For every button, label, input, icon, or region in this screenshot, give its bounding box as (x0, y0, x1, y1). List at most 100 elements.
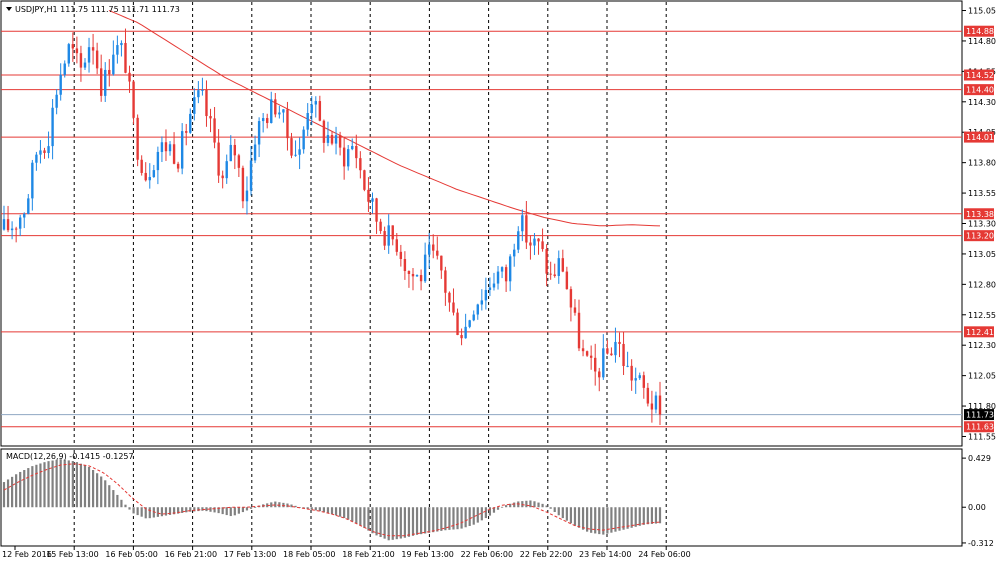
candle-body (403, 258, 407, 271)
price-tick-label: 112.30 (968, 341, 996, 350)
price-panel[interactable]: USDJPY,H1 111.75 111.75 111.71 111.73 (0, 0, 963, 447)
macd-bar (634, 507, 637, 527)
candle-body (205, 89, 208, 117)
candle-body (626, 365, 629, 367)
macd-panel[interactable]: MACD(12,26,9) -0.1415 -0.1257 (0, 448, 963, 547)
candle-body (245, 190, 249, 202)
macd-bar (472, 507, 475, 525)
macd-bar (476, 507, 479, 523)
candle-body (650, 403, 654, 410)
price-tick-label: 112.05 (968, 372, 996, 381)
level-price-tag-label: 113.38 (966, 210, 994, 219)
candle-body (654, 395, 658, 410)
time-tick-label: 19 Feb 13:00 (401, 550, 453, 559)
macd-bar (456, 507, 459, 530)
macd-indicator-label: MACD(12,26,9) -0.1415 -0.1257 (6, 452, 134, 461)
macd-bar (306, 507, 309, 510)
candle-body (67, 44, 70, 64)
candle-body (213, 118, 216, 143)
candle-body (91, 47, 95, 51)
candle-body (51, 107, 54, 147)
candle-body (322, 120, 326, 143)
candle-body (23, 213, 26, 218)
macd-bar (436, 507, 439, 532)
symbol-info-label: USDJPY,H1 111.75 111.75 111.71 111.73 (15, 5, 180, 14)
current-price-tag-label: 111.73 (966, 411, 994, 420)
candle-body (440, 255, 443, 271)
macd-bar (480, 507, 483, 521)
price-tick-label: 114.30 (968, 98, 996, 107)
macd-bar (500, 506, 504, 508)
macd-bar (91, 469, 95, 508)
price-axis[interactable]: 115.05114.80114.55114.30114.05113.80113.… (962, 7, 996, 442)
macd-bar (642, 507, 645, 525)
macd-bar (525, 500, 528, 508)
macd-bar (448, 507, 451, 530)
candle-body (156, 151, 160, 171)
vertical-grid (73, 2, 667, 445)
macd-bar (484, 507, 487, 519)
macd-bar (391, 507, 394, 540)
candle-body (338, 135, 342, 148)
candle-body (517, 231, 520, 250)
candle-body (415, 275, 419, 277)
candle-body (496, 271, 500, 284)
macd-bar (209, 507, 212, 512)
macd-bar (399, 507, 402, 539)
triangle-down-icon[interactable] (6, 7, 12, 11)
candle-body (549, 273, 552, 275)
macd-bar (602, 507, 605, 535)
candlestick-series[interactable] (2, 28, 662, 425)
candle-body (504, 267, 508, 282)
macd-bar (557, 507, 560, 516)
macd-bar (367, 507, 370, 531)
macd-bar (452, 507, 455, 530)
candle-body (104, 69, 107, 96)
macd-bar (15, 474, 18, 508)
macd-bar (577, 507, 581, 528)
macd-bar (407, 507, 411, 537)
candle-body (452, 302, 455, 313)
candle-body (266, 118, 269, 124)
candle-body (460, 335, 463, 339)
candle-body (432, 244, 435, 251)
candle-body (79, 53, 83, 68)
horizontal-levels[interactable] (1, 30, 962, 428)
macd-bar (347, 507, 350, 520)
macd-bar (310, 507, 313, 510)
candle-body (375, 198, 378, 222)
macd-bar (314, 507, 317, 511)
candle-body (508, 256, 512, 282)
macd-bar (104, 480, 107, 508)
macd-bar (646, 507, 649, 525)
candle-body (334, 135, 338, 144)
candle-body (577, 312, 581, 349)
macd-bar (371, 507, 374, 534)
macd-bar (124, 504, 127, 508)
candle-body (31, 162, 34, 199)
macd-bar (460, 507, 463, 529)
macd-signal-line (3, 463, 661, 537)
macd-bar (43, 462, 46, 508)
candle-body (27, 198, 30, 214)
time-tick-label: 12 Feb 2016 (2, 550, 52, 559)
macd-bar (229, 507, 232, 517)
time-tick-label: 17 Feb 13:00 (224, 550, 276, 559)
macd-bar (464, 507, 467, 528)
candle-body (488, 287, 492, 290)
candle-body (14, 228, 18, 230)
macd-bar (225, 507, 228, 516)
level-price-tag (964, 84, 994, 96)
candle-body (286, 109, 289, 139)
candle-body (387, 225, 390, 246)
candle-body (379, 221, 382, 232)
macd-bar (322, 507, 326, 513)
candle-body (359, 158, 362, 171)
macd-bar (39, 463, 42, 508)
level-price-tag (964, 230, 994, 242)
macd-panel-frame (0, 448, 963, 547)
candle-body (278, 112, 281, 115)
macd-bar (116, 494, 119, 508)
macd-bar (132, 507, 135, 514)
